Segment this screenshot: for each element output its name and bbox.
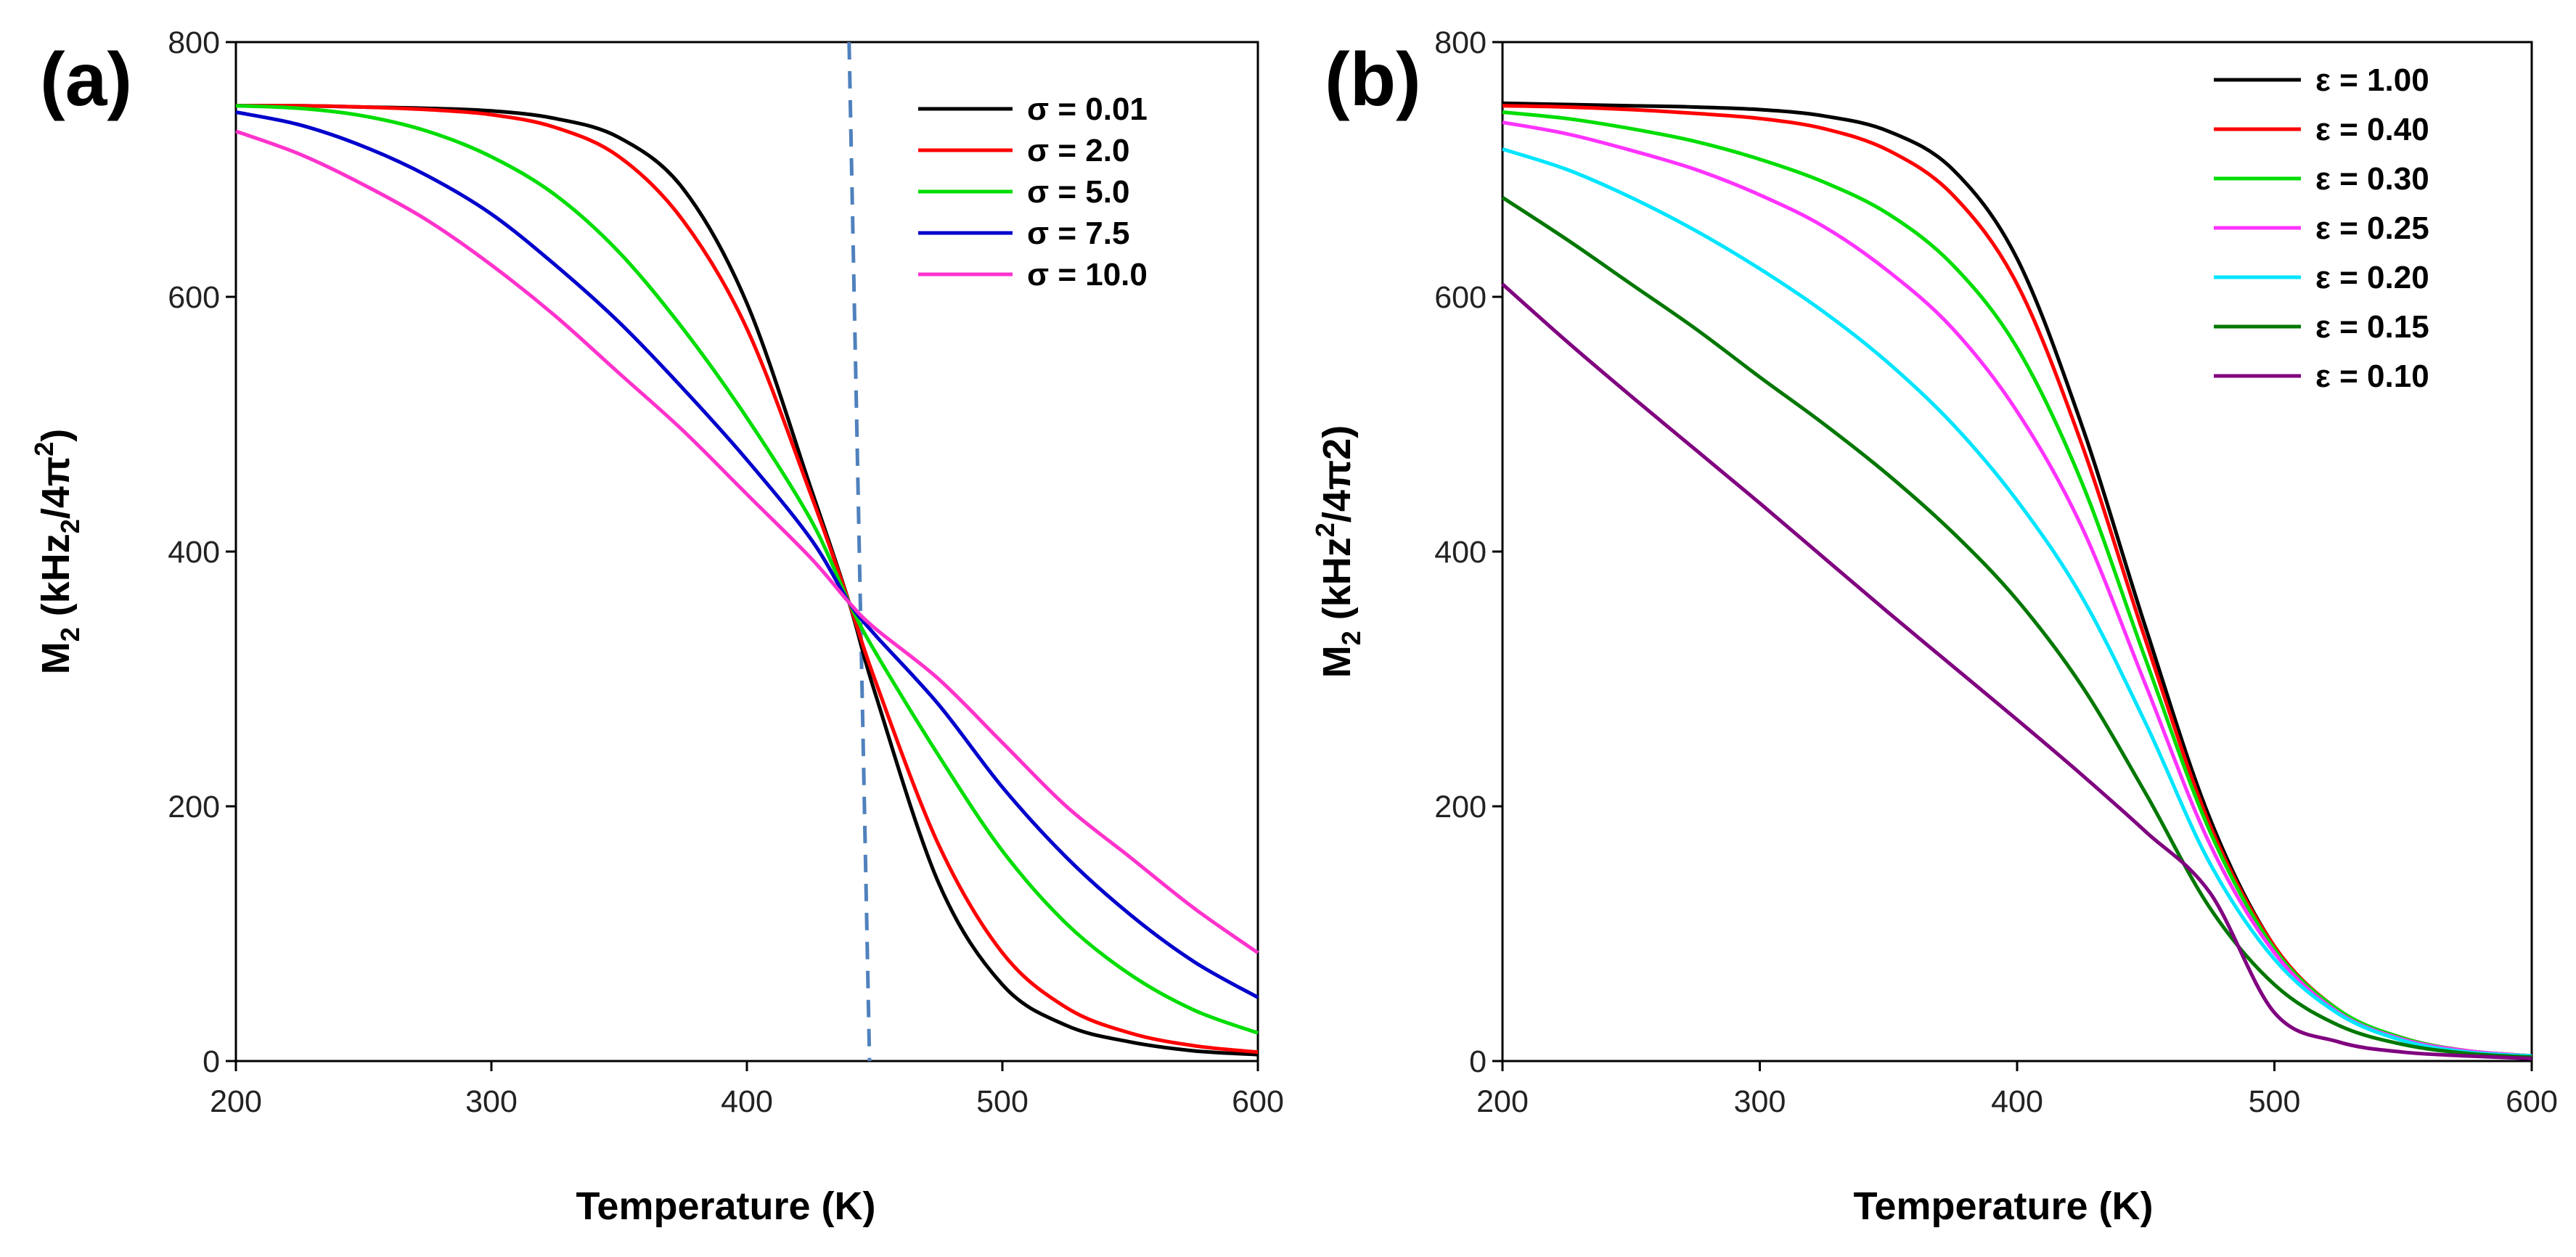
series-line <box>235 129 1259 954</box>
legend-label: ε = 0.40 <box>2315 112 2429 147</box>
x-tick-label: 400 <box>1991 1084 2043 1119</box>
x-axis-title: Temperature (K) <box>1853 1184 2153 1228</box>
legend-label: σ = 5.0 <box>1027 174 1129 210</box>
y-tick-label: 400 <box>168 535 220 570</box>
legend-label: σ = 10.0 <box>1027 257 1148 292</box>
panel-label: (b) <box>1325 38 1421 122</box>
y-tick-label: 200 <box>168 790 220 824</box>
legend-label: σ = 0.01 <box>1027 91 1148 127</box>
y-axis-title-superscript: 2 <box>29 442 59 456</box>
x-tick-label: 600 <box>1232 1084 1284 1119</box>
y-axis-title-unit: (kHz <box>34 533 78 627</box>
legend-label: ε = 0.20 <box>2315 260 2429 295</box>
series-line <box>1501 196 2532 1060</box>
legend-label: ε = 0.25 <box>2315 210 2429 246</box>
x-tick-label: 200 <box>210 1084 262 1119</box>
y-tick-label: 600 <box>168 280 220 315</box>
y-tick-label: 200 <box>1434 790 1487 824</box>
y-tick-label: 600 <box>1434 280 1487 315</box>
y-axis-title-main: M <box>34 642 78 674</box>
legend-label: ε = 1.00 <box>2315 62 2429 98</box>
series-line <box>1502 104 2532 1058</box>
legend-label: σ = 7.5 <box>1027 216 1129 251</box>
series-line <box>235 104 1259 1055</box>
dashed-transition-line <box>847 41 872 1062</box>
series-line <box>1502 147 2532 1058</box>
legend-label: ε = 0.30 <box>2315 161 2429 197</box>
y-axis-title-unit: /4π <box>34 456 78 519</box>
panel-label: (a) <box>40 38 132 122</box>
series-line <box>235 104 1259 1035</box>
x-tick-label: 200 <box>1476 1084 1529 1119</box>
y-axis-title-subscript: 2 <box>55 627 85 642</box>
y-axis-title-subscript: 2 <box>55 519 85 533</box>
series-line <box>1502 110 2532 1058</box>
legend-label: ε = 0.15 <box>2315 309 2429 345</box>
x-tick-label: 300 <box>465 1084 518 1119</box>
y-axis-title: M2 (kHz2/4π2) <box>29 429 85 674</box>
y-tick-label: 0 <box>203 1044 220 1079</box>
chart-panel-b: 200 300 400 500 600 0 200 400 600 800 ε = 1.00 ε = … <box>1310 25 2558 1228</box>
x-tick-label: 400 <box>721 1084 773 1119</box>
y-axis-title-superscript: 2 <box>1310 523 1340 537</box>
chart-panel-a: 200 300 400 500 600 0 200 400 600 800 σ = 0.01 σ = … <box>29 25 1284 1228</box>
legend-label: σ = 2.0 <box>1027 133 1129 168</box>
y-tick-label: 800 <box>168 25 220 60</box>
x-tick-label: 500 <box>976 1084 1029 1119</box>
y-tick-label: 0 <box>1469 1044 1487 1079</box>
y-axis-title-unit: /4π2) <box>1315 425 1359 523</box>
x-tick-label: 500 <box>2249 1084 2301 1119</box>
series-line <box>1502 101 2532 1058</box>
y-axis-title-unit: (kHz <box>1315 537 1359 631</box>
legend-label: ε = 0.10 <box>2315 359 2429 394</box>
x-axis-title: Temperature (K) <box>576 1184 875 1228</box>
y-axis-title: M2 (kHz2/4π2) <box>1310 425 1366 678</box>
y-tick-label: 400 <box>1434 535 1487 570</box>
x-tick-label: 600 <box>2506 1084 2558 1119</box>
y-axis-title-unit: ) <box>34 429 78 442</box>
series-line <box>1501 282 2532 1060</box>
series-line <box>235 110 1259 999</box>
x-tick-label: 300 <box>1734 1084 1786 1119</box>
y-axis-title-main: M <box>1315 645 1359 678</box>
y-tick-label: 800 <box>1434 25 1487 60</box>
y-axis-title-subscript: 2 <box>1336 631 1366 645</box>
